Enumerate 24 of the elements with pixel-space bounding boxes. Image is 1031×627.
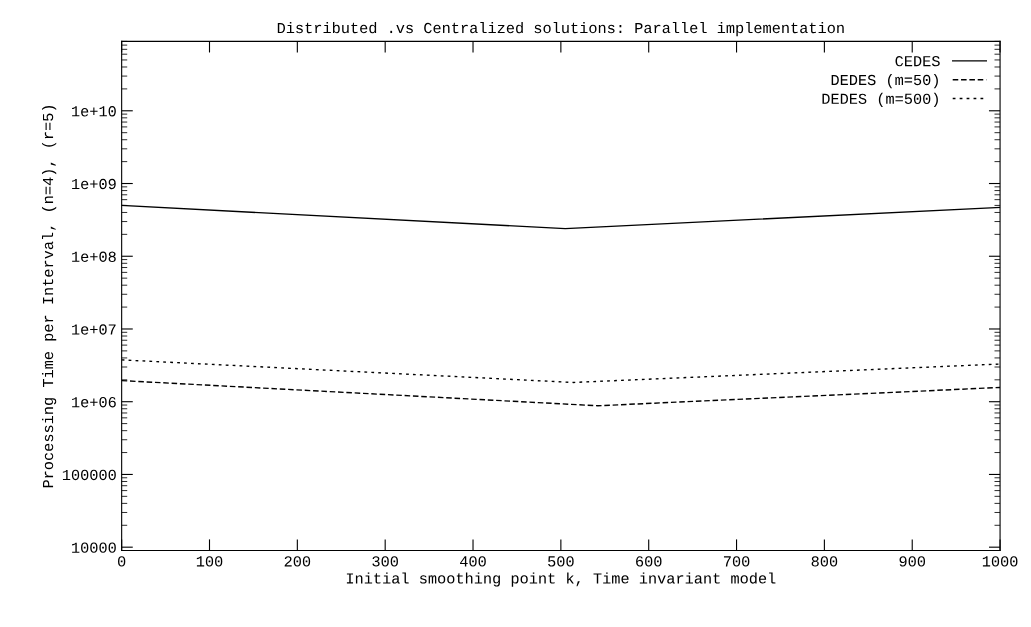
y-tick-label: 1e+06: [72, 397, 116, 408]
x-tick-label: 900: [899, 556, 926, 567]
y-tick-label: 1e+08: [72, 251, 116, 262]
x-tick-label: 600: [636, 556, 662, 567]
y-axis-title: Processing Time per Interval, (n=4), (r=5): [41, 106, 57, 488]
y-tick-label: 100000: [62, 469, 116, 481]
x-tick-label: 400: [460, 556, 486, 567]
x-tick-label: 0: [118, 556, 126, 567]
x-tick-label: 500: [548, 556, 574, 567]
x-tick-label: 100: [196, 556, 223, 567]
legend-label: DEDES (m=500): [822, 92, 938, 108]
x-tick-label: 1000: [982, 556, 1018, 567]
y-tick-label: 1e+09: [72, 178, 116, 190]
chart-title: Distributed .vs Centralized solutions: Parallel implementation: [277, 21, 844, 37]
y-tick-label: 1e+07: [72, 324, 116, 335]
y-tick-label: 1e+10: [72, 106, 116, 117]
x-tick-label: 800: [811, 556, 838, 567]
x-tick-label: 300: [372, 556, 398, 567]
x-axis-title: Initial smoothing point k, Time invariant model: [346, 572, 776, 587]
y-tick-label: 10000: [72, 542, 116, 553]
x-tick-label: 700: [723, 556, 750, 567]
legend-label: DEDES (m=50): [831, 73, 938, 89]
legend-label: CEDES: [895, 55, 940, 67]
x-tick-label: 200: [284, 556, 311, 567]
